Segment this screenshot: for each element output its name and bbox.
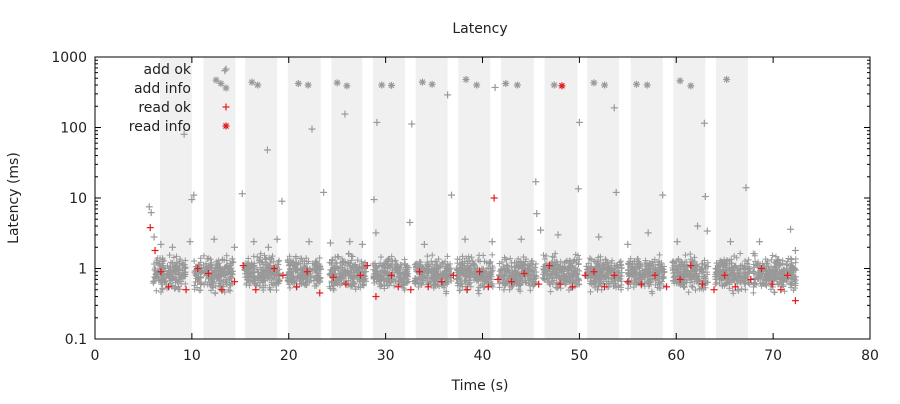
point-read-ok-57 <box>792 297 799 304</box>
y-tick-label-0: 0.1 <box>65 332 87 348</box>
point-add-info-13 <box>473 82 480 89</box>
point-read-ok-1 <box>152 247 159 254</box>
point-add-ok-16 <box>320 189 327 196</box>
shaded-interval-6 <box>416 57 448 339</box>
shaded-interval-10 <box>587 57 619 339</box>
shaded-interval-2 <box>245 57 277 339</box>
legend-marker-3 <box>223 123 230 130</box>
shaded-interval-13 <box>716 57 748 339</box>
x-tick-label-3: 30 <box>377 348 395 364</box>
point-add-ok-24 <box>448 192 455 199</box>
point-add-info-14 <box>502 80 509 87</box>
point-add-info-23 <box>723 76 730 83</box>
legend-label-0: add ok <box>144 62 192 78</box>
point-add-ok-45 <box>787 226 794 233</box>
point-add-info-20 <box>644 82 651 89</box>
shaded-interval-3 <box>288 57 321 339</box>
point-add-info-0 <box>213 77 220 84</box>
point-add-info-22 <box>687 82 694 89</box>
x-tick-label-6: 60 <box>667 348 685 364</box>
point-read-ok-0 <box>147 224 154 231</box>
x-tick-label-8: 80 <box>861 348 879 364</box>
point-add-info-12 <box>463 76 470 83</box>
shaded-interval-4 <box>331 57 362 339</box>
point-add-ok-53 <box>408 121 415 128</box>
y-axis-title: Latency (ms) <box>6 152 22 244</box>
point-read-ok-23 <box>407 286 414 293</box>
point-add-ok-29 <box>533 210 540 217</box>
y-tick-label-2: 10 <box>69 191 87 207</box>
point-add-info-3 <box>254 82 261 89</box>
point-add-info-9 <box>388 82 395 89</box>
shaded-interval-12 <box>673 57 705 339</box>
point-add-info-6 <box>334 79 341 86</box>
point-add-info-4 <box>295 80 302 87</box>
shaded-interval-8 <box>501 57 534 339</box>
shaded-interval-1 <box>204 57 236 339</box>
shaded-interval-7 <box>458 57 490 339</box>
point-add-ok-2 <box>151 233 158 240</box>
point-add-info-11 <box>429 81 436 88</box>
point-add-info-8 <box>378 82 385 89</box>
point-add-ok-44 <box>756 238 763 245</box>
point-add-info-18 <box>601 82 608 89</box>
x-tick-label-2: 20 <box>280 348 298 364</box>
shaded-intervals <box>160 57 748 339</box>
y-tick-label-3: 100 <box>60 121 87 137</box>
point-add-info-21 <box>677 77 684 84</box>
legend-marker-1 <box>223 85 230 92</box>
y-tick-label-4: 1000 <box>51 50 87 66</box>
legend-label-3: read info <box>129 119 191 135</box>
point-read-ok-58 <box>491 195 498 202</box>
legend-label-2: read ok <box>138 100 192 116</box>
point-add-info-7 <box>343 82 350 89</box>
point-add-ok-55 <box>492 84 499 91</box>
point-add-info-17 <box>590 79 597 86</box>
point-add-info-16 <box>551 82 558 89</box>
x-tick-label-7: 70 <box>764 348 782 364</box>
chart-title: Latency <box>452 21 507 37</box>
x-tick-label-4: 40 <box>474 348 492 364</box>
legend-label-1: add info <box>134 81 191 97</box>
point-add-info-10 <box>419 79 426 86</box>
point-add-ok-22 <box>406 219 413 226</box>
point-add-ok-35 <box>624 241 631 248</box>
point-add-ok-10 <box>239 190 246 197</box>
add-ok-cluster-14 <box>750 251 799 296</box>
shaded-interval-11 <box>631 57 663 339</box>
point-add-ok-14 <box>278 198 285 205</box>
x-tick-label-5: 50 <box>570 348 588 364</box>
point-read-info-0 <box>558 82 565 89</box>
shaded-interval-9 <box>545 57 578 339</box>
point-add-ok-46 <box>792 247 799 254</box>
point-add-info-5 <box>305 82 312 89</box>
x-axis-title: Time (s) <box>451 378 509 394</box>
point-add-info-19 <box>633 81 640 88</box>
series-read-info <box>558 82 565 89</box>
x-tick-label-1: 10 <box>183 348 201 364</box>
point-add-ok-30 <box>537 227 544 234</box>
point-add-info-15 <box>514 82 521 89</box>
y-tick-label-1: 1 <box>78 262 87 278</box>
x-tick-label-0: 0 <box>91 348 100 364</box>
